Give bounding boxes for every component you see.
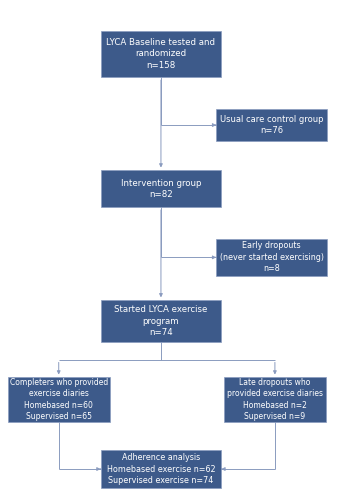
FancyBboxPatch shape (101, 30, 221, 78)
FancyBboxPatch shape (216, 239, 327, 276)
FancyBboxPatch shape (101, 300, 221, 342)
FancyBboxPatch shape (101, 450, 221, 488)
FancyBboxPatch shape (216, 109, 327, 141)
Text: Usual care control group
n=76: Usual care control group n=76 (220, 115, 323, 136)
Text: LYCA Baseline tested and
randomized
n=158: LYCA Baseline tested and randomized n=15… (106, 38, 215, 70)
Text: Intervention group
n=82: Intervention group n=82 (121, 178, 201, 199)
Text: Completers who provided
exercise diaries
Homebased n=60
Supervised n=65: Completers who provided exercise diaries… (10, 378, 108, 421)
Text: Started LYCA exercise
program
n=74: Started LYCA exercise program n=74 (114, 305, 208, 337)
Text: Early dropouts
(never started exercising)
n=8: Early dropouts (never started exercising… (220, 242, 324, 274)
Text: Adherence analysis
Homebased exercise n=62
Supervised exercise n=74: Adherence analysis Homebased exercise n=… (107, 453, 215, 485)
Text: Late dropouts who
provided exercise diaries
Homebased n=2
Supervised n=9: Late dropouts who provided exercise diar… (227, 378, 323, 421)
FancyBboxPatch shape (8, 378, 110, 422)
FancyBboxPatch shape (101, 170, 221, 207)
FancyBboxPatch shape (224, 378, 326, 422)
